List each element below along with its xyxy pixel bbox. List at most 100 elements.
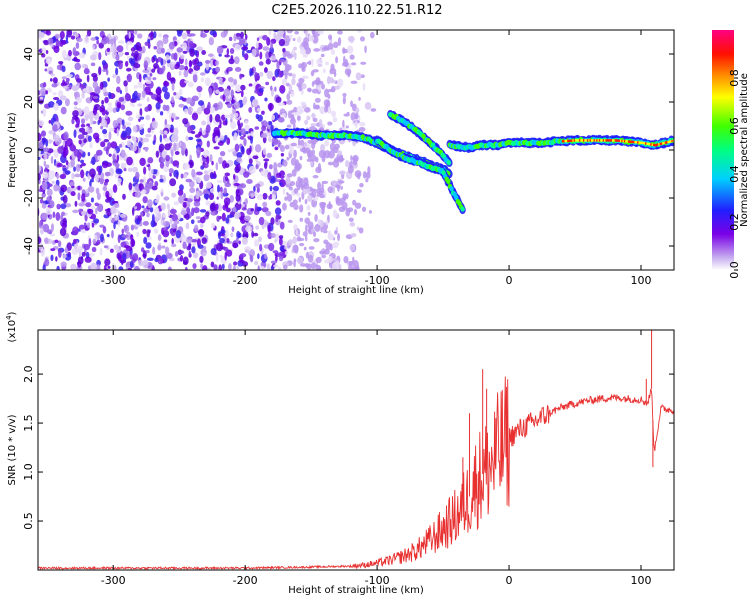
noise-cell <box>108 153 112 157</box>
noise-cell <box>215 203 219 210</box>
noise-cell <box>44 258 50 267</box>
track-cell-hot <box>663 141 666 145</box>
noise-cell <box>243 171 250 178</box>
noise-cell <box>332 209 338 218</box>
track-cell-hot <box>592 139 595 142</box>
noise-cell <box>267 224 271 234</box>
noise-cell <box>85 202 92 208</box>
noise-cell <box>218 124 222 129</box>
noise-cell <box>151 185 158 191</box>
noise-cell <box>99 81 104 90</box>
noise-cell <box>311 58 314 67</box>
noise-cell <box>180 141 187 151</box>
noise-cell <box>66 242 72 251</box>
noise-cell <box>179 88 183 96</box>
noise-cell <box>291 115 295 123</box>
noise-cell <box>57 146 64 154</box>
noise-cell <box>71 242 75 247</box>
heatmap-y-tick-label-0: -40 <box>22 237 35 255</box>
noise-cell <box>74 200 78 207</box>
noise-cell <box>196 176 202 184</box>
noise-cell <box>125 245 133 252</box>
noise-cell <box>161 227 169 231</box>
noise-cell <box>59 95 67 101</box>
noise-cell <box>117 122 121 130</box>
noise-cell <box>116 45 124 53</box>
noise-cell <box>96 149 103 156</box>
noise-cell <box>230 89 234 98</box>
noise-cell <box>216 179 223 183</box>
noise-cell <box>282 47 286 53</box>
noise-cell <box>159 174 163 179</box>
noise-cell <box>361 206 367 212</box>
noise-cell <box>193 64 201 71</box>
track-cell-hot <box>589 139 592 142</box>
noise-cell <box>166 71 172 81</box>
noise-cell <box>288 186 293 191</box>
track-cell-inner <box>446 160 452 166</box>
noise-cell <box>296 145 303 149</box>
noise-cell <box>316 58 323 65</box>
noise-cell <box>296 192 301 197</box>
noise-cell <box>96 264 101 270</box>
track-cell-hot <box>563 139 566 143</box>
noise-cell <box>206 115 210 124</box>
noise-cell <box>38 172 41 181</box>
noise-cell <box>56 265 60 270</box>
noise-cell <box>44 166 48 172</box>
noise-cell <box>42 81 47 88</box>
track-cell-hot <box>593 139 596 142</box>
noise-cell <box>180 54 185 60</box>
noise-cell <box>294 31 299 35</box>
noise-cell <box>261 206 269 213</box>
noise-cell <box>337 232 341 242</box>
noise-cell <box>173 142 177 152</box>
noise-cell <box>40 30 44 33</box>
noise-cell <box>112 184 118 193</box>
noise-cell <box>283 50 291 57</box>
noise-cell <box>159 111 164 116</box>
noise-cell <box>256 193 264 201</box>
noise-cell <box>197 100 205 106</box>
noise-cell <box>122 193 126 200</box>
noise-cell <box>89 180 92 187</box>
noise-cell <box>267 232 273 240</box>
noise-cell <box>353 208 358 216</box>
noise-cell <box>133 63 141 69</box>
noise-cell <box>240 90 244 98</box>
noise-cell <box>288 83 293 93</box>
noise-cell <box>179 255 184 262</box>
noise-cell <box>301 62 305 71</box>
noise-cell <box>132 253 139 262</box>
noise-cell <box>171 96 175 104</box>
noise-cell <box>192 73 198 83</box>
noise-cell <box>290 90 295 98</box>
noise-cell <box>167 208 171 217</box>
noise-cell <box>121 228 125 235</box>
noise-cell <box>215 253 219 262</box>
snr-x-tick-label-4: 100 <box>631 574 652 587</box>
noise-cell <box>205 181 212 189</box>
noise-cell <box>45 30 52 36</box>
noise-cell <box>92 81 99 89</box>
noise-cell <box>240 145 245 154</box>
noise-cell <box>335 197 343 206</box>
noise-cell <box>199 255 204 264</box>
snr-x-axis-label: Height of straight line (km) <box>288 585 424 596</box>
noise-cell <box>359 36 365 42</box>
noise-cell <box>304 235 308 242</box>
noise-cell <box>320 143 325 153</box>
noise-cell <box>324 139 330 147</box>
noise-cell <box>109 248 114 253</box>
noise-cell <box>209 113 213 123</box>
noise-cell <box>333 41 339 49</box>
noise-cell <box>255 163 259 170</box>
noise-cell <box>239 135 245 140</box>
noise-cell <box>130 224 135 231</box>
noise-cell <box>152 31 157 39</box>
noise-cell <box>65 159 69 166</box>
noise-cell <box>195 190 200 200</box>
noise-cell <box>139 73 142 83</box>
track-cell-hot <box>627 140 630 143</box>
noise-cell <box>103 245 109 249</box>
